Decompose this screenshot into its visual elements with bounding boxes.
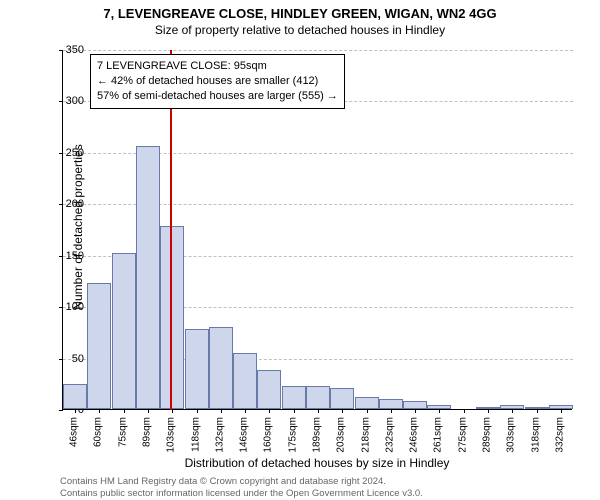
xtick-mark	[148, 409, 149, 413]
xtick-label: 232sqm	[384, 417, 395, 453]
xtick-mark	[197, 409, 198, 413]
histogram-bar	[282, 386, 306, 409]
xtick-label: 275sqm	[457, 417, 468, 453]
histogram-bar	[330, 388, 354, 409]
histogram-bar	[355, 397, 379, 409]
xtick-mark	[269, 409, 270, 413]
xtick-mark	[342, 409, 343, 413]
xtick-mark	[488, 409, 489, 413]
xtick-label: 303sqm	[506, 417, 517, 453]
xtick-label: 75sqm	[117, 417, 128, 447]
histogram-bar	[136, 146, 160, 409]
xtick-label: 146sqm	[239, 417, 250, 453]
xtick-label: 318sqm	[530, 417, 541, 453]
xtick-mark	[221, 409, 222, 413]
histogram-bar	[257, 370, 281, 409]
xtick-label: 118sqm	[190, 417, 201, 452]
xtick-label: 160sqm	[263, 417, 274, 453]
footer-line-2: Contains public sector information licen…	[60, 488, 423, 500]
xtick-label: 246sqm	[409, 417, 420, 453]
ytick-label: 150	[44, 250, 84, 262]
x-axis-label: Distribution of detached houses by size …	[62, 456, 572, 470]
histogram-bar	[185, 329, 209, 409]
histogram-bar	[500, 405, 524, 409]
histogram-bar	[233, 353, 257, 409]
xtick-mark	[415, 409, 416, 413]
histogram-bar	[112, 253, 136, 409]
annotation-line-3: 57% of semi-detached houses are larger (…	[97, 89, 338, 104]
xtick-mark	[512, 409, 513, 413]
xtick-mark	[367, 409, 368, 413]
xtick-mark	[294, 409, 295, 413]
xtick-label: 175sqm	[287, 417, 298, 453]
xtick-mark	[561, 409, 562, 413]
ytick-label: 100	[44, 301, 84, 313]
xtick-label: 332sqm	[554, 417, 565, 453]
xtick-label: 189sqm	[312, 417, 323, 453]
annotation-box: 7 LEVENGREAVE CLOSE: 95sqm ← 42% of deta…	[90, 54, 345, 109]
xtick-mark	[318, 409, 319, 413]
xtick-mark	[245, 409, 246, 413]
histogram-bar	[209, 327, 233, 409]
xtick-label: 261sqm	[433, 417, 444, 453]
histogram-bar	[379, 399, 403, 409]
xtick-mark	[464, 409, 465, 413]
xtick-label: 203sqm	[336, 417, 347, 453]
xtick-label: 60sqm	[93, 417, 104, 447]
histogram-bar	[306, 386, 330, 409]
xtick-label: 103sqm	[166, 417, 177, 453]
xtick-mark	[439, 409, 440, 413]
histogram-bar	[549, 405, 573, 409]
xtick-label: 46sqm	[69, 417, 80, 447]
histogram-bar	[87, 283, 111, 410]
ytick-label: 350	[44, 44, 84, 56]
ytick-label: 300	[44, 95, 84, 107]
annotation-line-1: 7 LEVENGREAVE CLOSE: 95sqm	[97, 59, 338, 74]
xtick-mark	[172, 409, 173, 413]
histogram-bar	[525, 407, 549, 409]
annotation-line-2: ← 42% of detached houses are smaller (41…	[97, 74, 338, 89]
histogram-bar	[403, 401, 427, 409]
histogram-bar	[63, 384, 87, 409]
chart-subtitle: Size of property relative to detached ho…	[0, 21, 600, 37]
xtick-label: 289sqm	[482, 417, 493, 453]
xtick-label: 218sqm	[360, 417, 371, 453]
xtick-mark	[537, 409, 538, 413]
ytick-label: 200	[44, 198, 84, 210]
histogram-bar	[160, 226, 184, 409]
xtick-mark	[124, 409, 125, 413]
xtick-mark	[391, 409, 392, 413]
chart-container: 7, LEVENGREAVE CLOSE, HINDLEY GREEN, WIG…	[0, 0, 600, 500]
xtick-label: 132sqm	[214, 417, 225, 453]
histogram-bar	[427, 405, 451, 409]
histogram-bar	[476, 407, 500, 409]
xtick-mark	[99, 409, 100, 413]
xtick-label: 89sqm	[142, 417, 153, 447]
footer-line-1: Contains HM Land Registry data © Crown c…	[60, 476, 386, 488]
y-axis-label: Number of detached properties	[71, 77, 85, 377]
chart-title: 7, LEVENGREAVE CLOSE, HINDLEY GREEN, WIG…	[0, 0, 600, 21]
ytick-label: 50	[44, 353, 84, 365]
gridline	[63, 50, 573, 51]
ytick-label: 250	[44, 147, 84, 159]
